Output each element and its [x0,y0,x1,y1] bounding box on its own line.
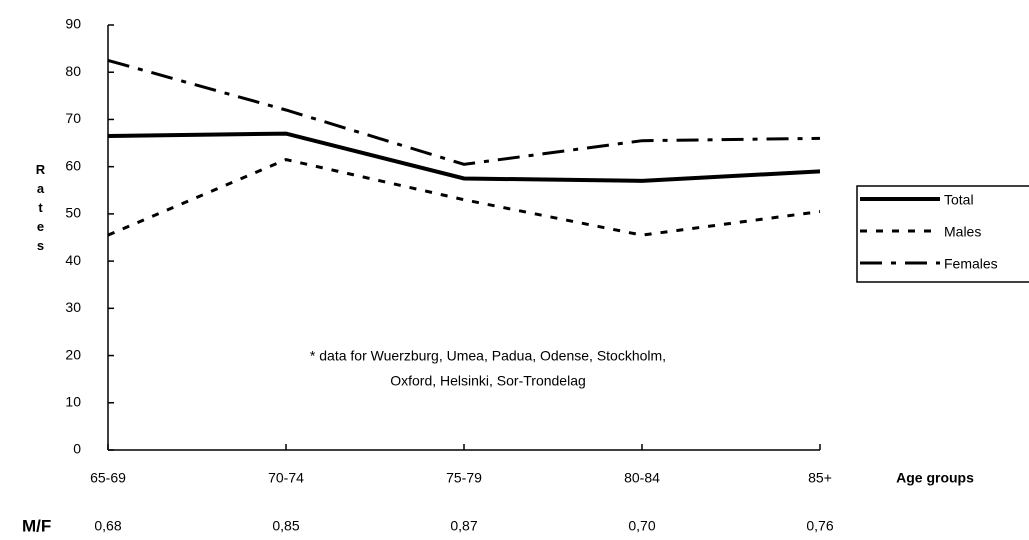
legend-label: Females [944,256,998,272]
data-line [107,158,821,237]
y-tick-label: 20 [65,346,81,362]
legend-box [856,185,1029,283]
y-tick-label: 60 [65,157,81,173]
y-tick-label: 70 [65,110,81,126]
y-axis-label: Rates [33,162,48,257]
y-tick-label: 0 [73,441,81,457]
ratio-value: 0,76 [806,518,833,534]
ratio-value: 0,68 [94,518,121,534]
annotation: * data for Wuerzburg, Umea, Padua, Odens… [310,348,666,364]
x-tick-label: 75-79 [446,470,482,486]
legend-label: Total [944,192,974,208]
legend-label: Males [944,224,981,240]
y-tick-label: 90 [65,16,81,32]
data-line [107,58,821,166]
y-tick-label: 30 [65,299,81,315]
ratio-value: 0,70 [628,518,655,534]
ratio-value: 0,85 [272,518,299,534]
x-tick-label: 80-84 [624,470,660,486]
annotation: Oxford, Helsinki, Sor-Trondelag [390,373,586,389]
x-axis-label: Age groups [896,470,974,486]
ratio-value: 0,87 [450,518,477,534]
y-tick-label: 10 [65,393,81,409]
x-tick-label: 70-74 [268,470,304,486]
x-tick-label: 65-69 [90,470,126,486]
y-tick-label: 50 [65,205,81,221]
y-tick-label: 40 [65,252,81,268]
x-tick-label: 85+ [808,470,832,486]
data-line [107,131,821,183]
ratio-label: M/F [22,516,51,535]
y-tick-label: 80 [65,63,81,79]
